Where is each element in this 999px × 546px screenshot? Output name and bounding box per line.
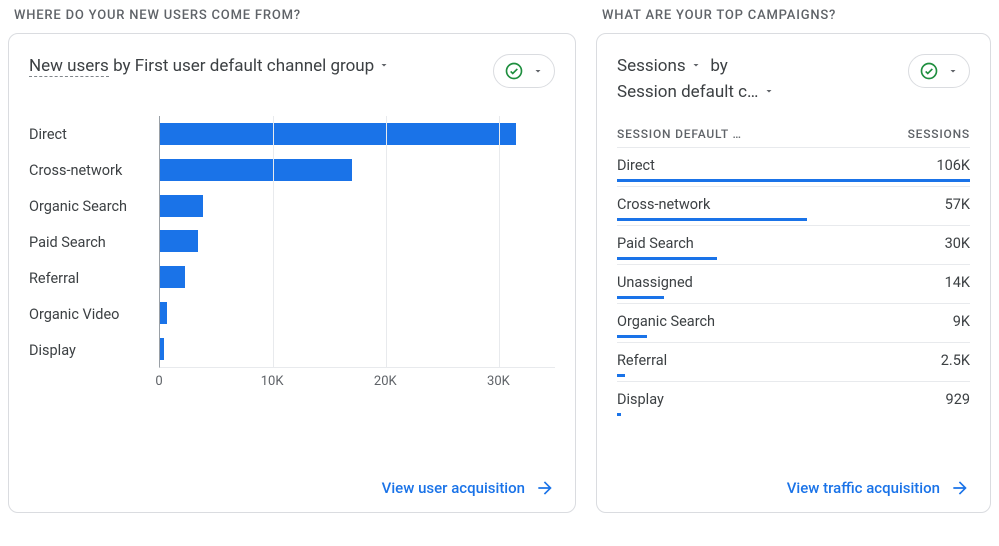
top-campaigns-card: Sessions by Session default c…	[596, 33, 991, 513]
sparkline	[617, 257, 717, 260]
x-tick: 0	[155, 374, 162, 389]
user-acquisition-card: New users by First user default channel …	[8, 33, 576, 513]
status-pill[interactable]	[908, 54, 970, 88]
table-row[interactable]: Paid Search 30K	[617, 225, 970, 264]
row-value: 30K	[945, 235, 970, 252]
arrow-right-icon	[950, 478, 970, 498]
metric-label: New users	[29, 56, 109, 76]
chevron-down-icon	[690, 54, 702, 80]
chevron-down-icon	[378, 54, 390, 80]
dimension-label: First user default channel group	[135, 56, 374, 76]
bar[interactable]	[160, 338, 164, 360]
bar[interactable]	[160, 123, 516, 145]
status-pill[interactable]	[493, 54, 555, 88]
bar-label: Paid Search	[29, 225, 149, 259]
bar[interactable]	[160, 230, 198, 252]
row-value: 14K	[945, 274, 970, 291]
link-label: View traffic acquisition	[787, 479, 940, 497]
left-picker: New users by First user default channel …	[29, 54, 390, 80]
check-circle-icon	[919, 61, 939, 81]
bar[interactable]	[160, 159, 352, 181]
dimension-dropdown[interactable]: Session default c…	[617, 82, 775, 102]
bar-label: Organic Video	[29, 297, 149, 331]
row-label: Unassigned	[617, 274, 693, 291]
dimension-dropdown[interactable]: First user default channel group	[135, 56, 391, 76]
left-column: WHERE DO YOUR NEW USERS COME FROM? New u…	[8, 8, 576, 513]
metric-label: Sessions	[617, 56, 686, 76]
col-header-dimension: SESSION DEFAULT …	[617, 127, 742, 141]
bar[interactable]	[160, 195, 203, 217]
row-value: 106K	[936, 157, 970, 174]
row-label: Referral	[617, 352, 667, 369]
table-row[interactable]: Cross-network 57K	[617, 186, 970, 225]
dimension-label: Session default c…	[617, 82, 758, 102]
arrow-right-icon	[535, 478, 555, 498]
sparkline	[617, 335, 647, 338]
check-circle-icon	[504, 61, 524, 81]
chevron-down-icon	[947, 65, 959, 77]
sparkline	[617, 218, 807, 221]
bar-label: Referral	[29, 261, 149, 295]
bar[interactable]	[160, 302, 167, 324]
sparkline	[617, 413, 621, 416]
right-picker: Sessions by Session default c…	[617, 54, 775, 105]
view-traffic-acquisition-link[interactable]: View traffic acquisition	[787, 478, 970, 498]
bar[interactable]	[160, 266, 185, 288]
bar-label: Organic Search	[29, 189, 149, 223]
by-text: by	[710, 56, 728, 76]
row-label: Organic Search	[617, 313, 715, 330]
x-tick: 20K	[374, 374, 397, 389]
row-label: Display	[617, 391, 664, 408]
bar-chart: DirectCross-networkOrganic SearchPaid Se…	[29, 116, 555, 368]
col-header-metric: SESSIONS	[908, 127, 970, 141]
row-value: 9K	[953, 313, 970, 330]
section-title-left: WHERE DO YOUR NEW USERS COME FROM?	[14, 8, 576, 23]
right-column: WHAT ARE YOUR TOP CAMPAIGNS? Sessions by…	[596, 8, 991, 513]
row-label: Direct	[617, 157, 655, 174]
x-tick: 30K	[487, 374, 510, 389]
chevron-down-icon	[763, 80, 775, 106]
chevron-down-icon	[532, 65, 544, 77]
row-value: 57K	[945, 196, 970, 213]
row-label: Paid Search	[617, 235, 694, 252]
by-text: by	[113, 56, 131, 76]
table-row[interactable]: Direct 106K	[617, 147, 970, 186]
row-value: 929	[946, 391, 970, 408]
table-row[interactable]: Referral 2.5K	[617, 342, 970, 381]
view-user-acquisition-link[interactable]: View user acquisition	[382, 478, 555, 498]
metric-dropdown[interactable]: New users	[29, 56, 109, 77]
sparkline	[617, 179, 970, 182]
row-value: 2.5K	[941, 352, 970, 369]
table-row[interactable]: Unassigned 14K	[617, 264, 970, 303]
table-row[interactable]: Organic Search 9K	[617, 303, 970, 342]
link-label: View user acquisition	[382, 479, 525, 497]
bar-label: Display	[29, 333, 149, 367]
section-title-right: WHAT ARE YOUR TOP CAMPAIGNS?	[602, 8, 991, 23]
sparkline	[617, 296, 664, 299]
sparkline	[617, 374, 625, 377]
metric-dropdown[interactable]: Sessions	[617, 56, 706, 76]
table-header: SESSION DEFAULT … SESSIONS	[617, 123, 970, 147]
bar-label: Cross-network	[29, 153, 149, 187]
table-row[interactable]: Display 929	[617, 381, 970, 420]
bar-label: Direct	[29, 117, 149, 151]
row-label: Cross-network	[617, 196, 710, 213]
x-tick: 10K	[261, 374, 284, 389]
